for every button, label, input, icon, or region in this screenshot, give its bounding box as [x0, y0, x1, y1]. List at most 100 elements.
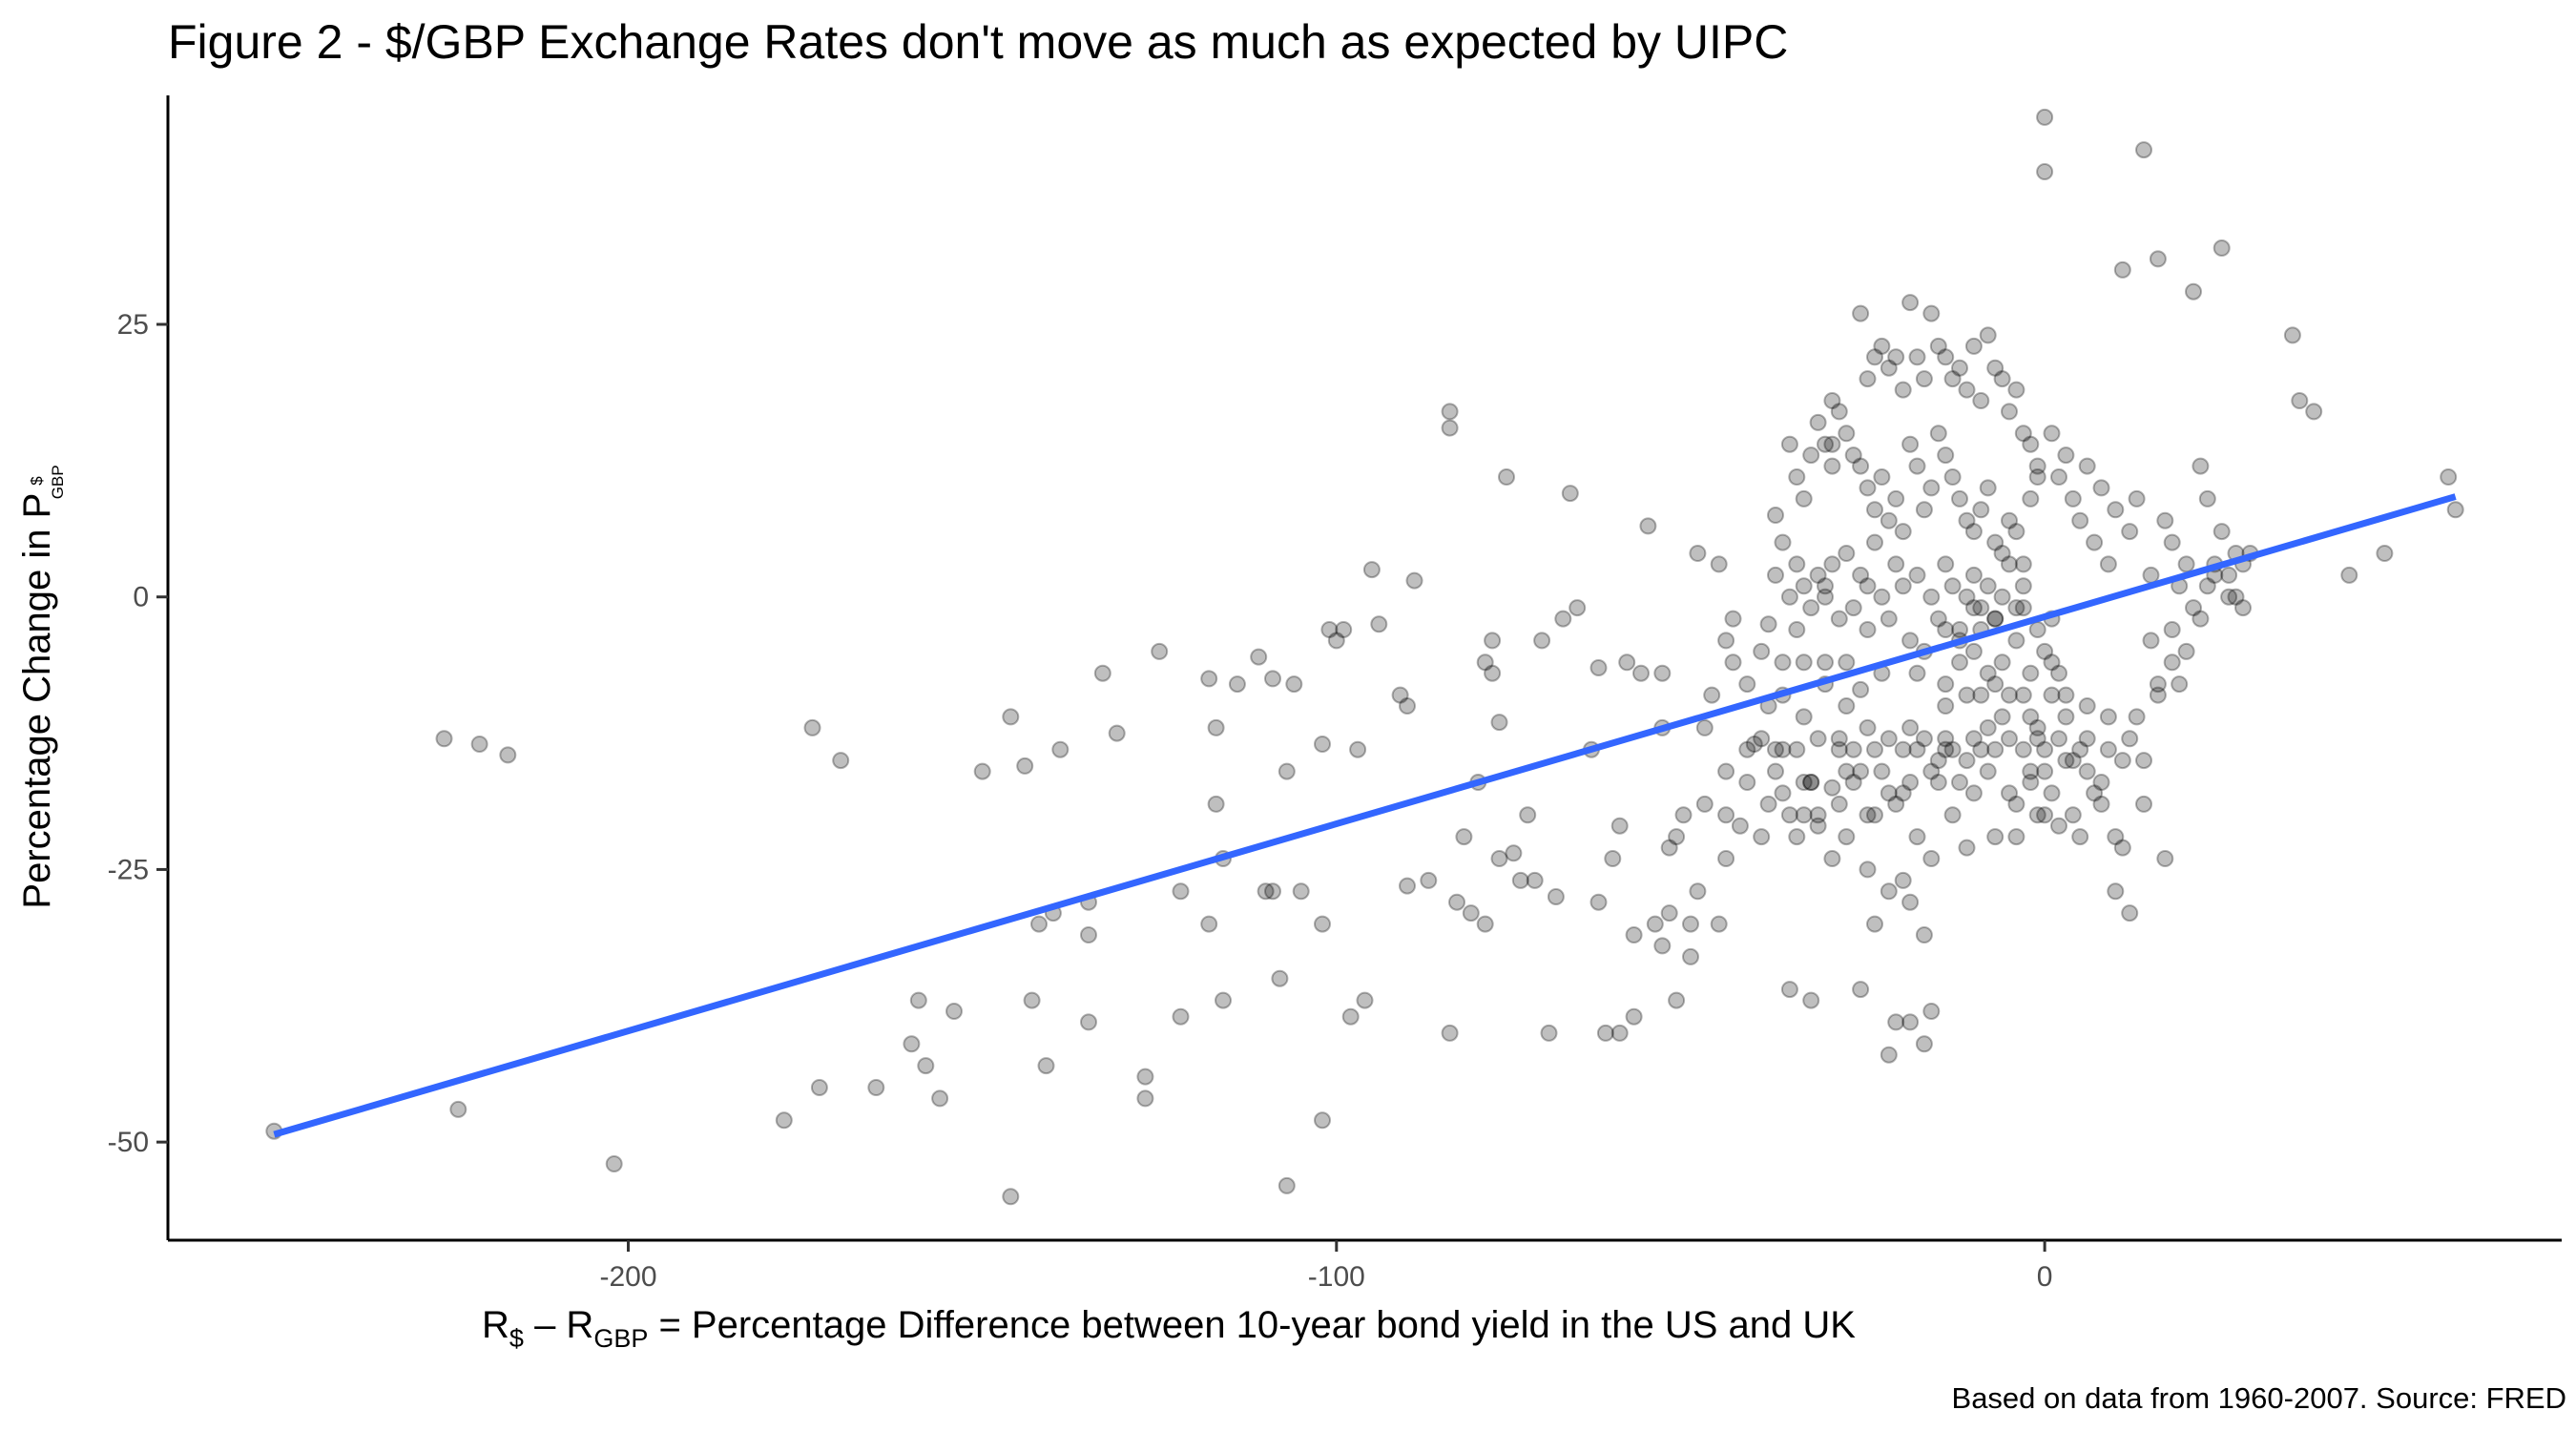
- data-point: [1490, 714, 1508, 732]
- data-point: [917, 1057, 935, 1075]
- data-point: [2028, 718, 2046, 736]
- data-point: [1689, 545, 1707, 562]
- data-point: [1745, 736, 1763, 753]
- data-point: [1873, 588, 1891, 606]
- data-point: [1285, 675, 1303, 694]
- data-point: [1915, 501, 1933, 519]
- data-point: [1887, 489, 1905, 508]
- data-point: [1441, 419, 1459, 437]
- data-point: [1852, 981, 1870, 999]
- data-point: [1830, 610, 1848, 628]
- data-point: [1051, 740, 1070, 758]
- data-point: [1320, 621, 1339, 638]
- data-point: [1880, 882, 1898, 901]
- data-point: [2099, 740, 2117, 758]
- data-point: [1802, 446, 1820, 465]
- data-point: [1172, 1007, 1190, 1026]
- data-point: [1915, 370, 1933, 388]
- data-point: [1809, 413, 1827, 431]
- data-point: [2028, 468, 2046, 486]
- data-point: [1228, 675, 1246, 694]
- data-point: [1476, 653, 1494, 672]
- data-point: [1830, 730, 1848, 748]
- data-point: [1894, 871, 1912, 889]
- data-point: [1838, 425, 1856, 443]
- data-point: [1802, 774, 1820, 791]
- data-point: [1441, 403, 1459, 421]
- data-point: [470, 736, 488, 753]
- data-point: [2014, 740, 2032, 758]
- data-point: [1937, 621, 1955, 638]
- data-point: [1788, 828, 1806, 846]
- scatter-points: [265, 108, 2464, 1206]
- data-point: [1943, 468, 1962, 486]
- y-tick-label: 0: [133, 582, 149, 613]
- data-point: [1866, 740, 1883, 758]
- data-point: [1788, 555, 1806, 573]
- data-point: [1929, 337, 1947, 355]
- data-point: [2078, 762, 2096, 780]
- data-point: [1356, 991, 1374, 1009]
- data-point: [2001, 730, 2018, 748]
- data-point: [1455, 828, 1473, 846]
- data-point: [1362, 561, 1381, 579]
- data-point: [1724, 610, 1742, 628]
- y-tick-label: -50: [108, 1127, 149, 1158]
- x-axis-title-sub-usd: $: [509, 1324, 524, 1353]
- data-point: [2192, 457, 2210, 475]
- data-point: [1964, 523, 1983, 541]
- data-point: [2149, 686, 2167, 704]
- data-point: [1682, 915, 1699, 933]
- data-point: [2163, 621, 2181, 638]
- data-point: [1979, 718, 1997, 736]
- data-point: [1943, 577, 1962, 595]
- data-point: [1993, 708, 2011, 726]
- data-point: [775, 1111, 793, 1130]
- data-point: [1809, 730, 1827, 748]
- data-point: [1937, 675, 1955, 694]
- data-point: [2156, 850, 2174, 867]
- data-point: [1795, 489, 1813, 508]
- data-point: [1250, 648, 1268, 666]
- data-point: [1943, 370, 1962, 388]
- data-point: [1108, 724, 1126, 742]
- data-point: [2340, 566, 2358, 584]
- data-point: [973, 762, 991, 780]
- data-point: [1922, 588, 1941, 606]
- data-point: [2149, 675, 2167, 694]
- data-point: [1823, 778, 1841, 797]
- data-point: [1136, 1068, 1154, 1086]
- data-point: [1610, 1024, 1629, 1042]
- data-point: [1859, 479, 1877, 497]
- data-point: [1908, 664, 1926, 682]
- trend-line: [273, 493, 2457, 1138]
- data-point: [1731, 817, 1749, 835]
- data-point: [1795, 577, 1813, 595]
- data-point: [435, 730, 453, 748]
- data-point: [1958, 752, 1976, 770]
- data-point: [1979, 762, 1997, 780]
- data-point: [2022, 774, 2040, 791]
- data-point: [1852, 566, 1870, 584]
- data-point: [1795, 774, 1813, 791]
- data-point: [2057, 752, 2075, 770]
- data-point: [1802, 599, 1820, 617]
- data-point: [1335, 621, 1353, 638]
- data-point: [1780, 588, 1798, 606]
- data-point: [2007, 632, 2025, 650]
- data-point: [1717, 806, 1735, 824]
- data-point: [1859, 718, 1877, 736]
- data-point: [1710, 915, 1728, 933]
- data-point: [1937, 555, 1955, 573]
- data-point: [1838, 828, 1856, 846]
- data-point: [1979, 577, 1997, 595]
- x-tick-label: 0: [2037, 1261, 2053, 1293]
- data-point: [1859, 577, 1877, 595]
- data-point: [1986, 610, 2005, 628]
- data-point: [2014, 577, 2032, 595]
- data-point: [2198, 577, 2216, 595]
- data-point: [1823, 435, 1841, 453]
- data-point: [1717, 762, 1735, 780]
- data-point: [909, 991, 927, 1009]
